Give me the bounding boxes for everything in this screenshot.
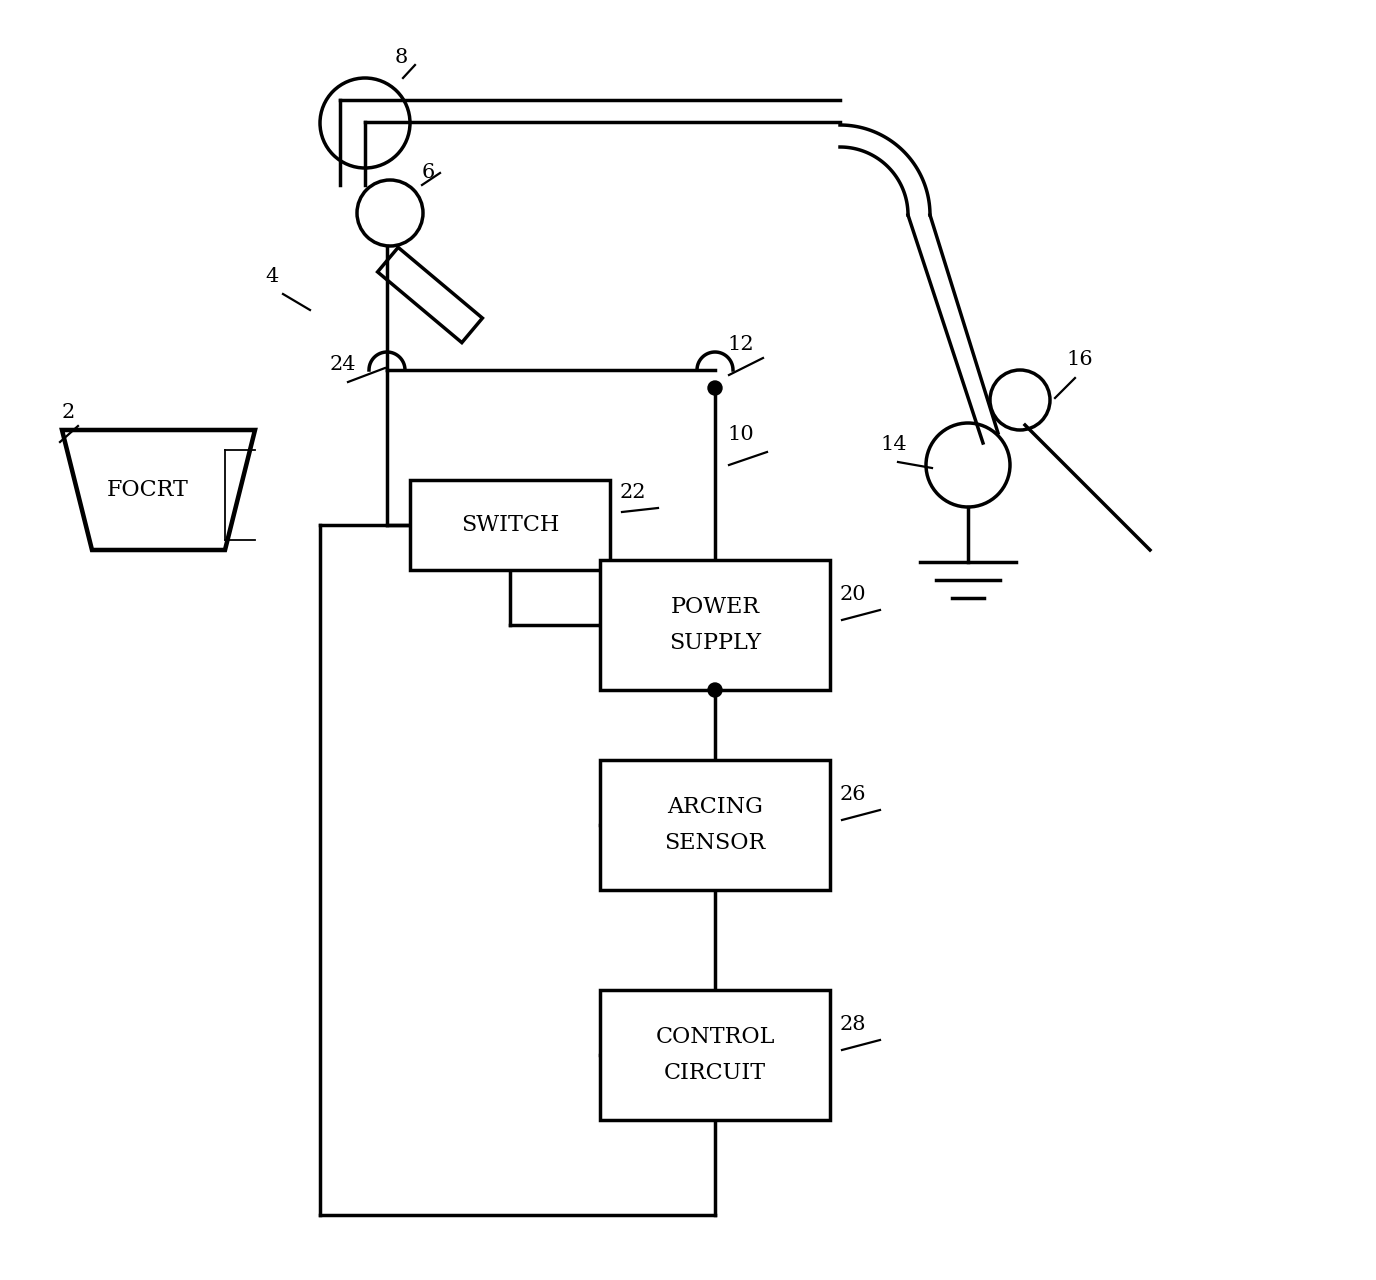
Text: 2: 2 [62,403,76,422]
Text: CONTROL
CIRCUIT: CONTROL CIRCUIT [655,1027,775,1084]
Text: 26: 26 [839,785,867,804]
Text: 4: 4 [266,268,278,285]
Text: 16: 16 [1066,349,1093,369]
Text: SWITCH: SWITCH [461,515,559,536]
Text: 10: 10 [727,425,754,444]
Circle shape [709,381,722,396]
Text: FOCRT: FOCRT [107,479,189,500]
Text: 22: 22 [621,483,647,502]
Text: ARCING
SENSOR: ARCING SENSOR [665,796,765,854]
Text: 28: 28 [839,1015,867,1034]
Text: 14: 14 [881,435,907,454]
Bar [600,760,830,890]
Bar [410,480,610,570]
Circle shape [709,684,722,698]
Text: 12: 12 [727,335,754,355]
Bar [600,989,830,1120]
Text: POWER
SUPPLY: POWER SUPPLY [669,596,761,654]
Text: 24: 24 [330,355,356,374]
Bar [600,561,830,690]
Text: 8: 8 [395,49,409,67]
Text: 6: 6 [422,163,435,182]
Text: 20: 20 [839,585,867,604]
